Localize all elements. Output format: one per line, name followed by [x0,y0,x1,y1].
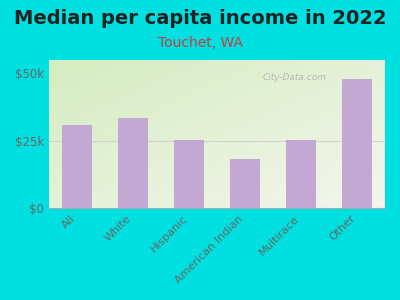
Bar [230,158,260,208]
Bar [342,79,372,208]
Text: City-Data.com: City-Data.com [262,73,326,82]
Bar [174,140,204,208]
Bar [118,118,148,208]
Text: Median per capita income in 2022: Median per capita income in 2022 [14,9,386,28]
Text: Touchet, WA: Touchet, WA [158,36,242,50]
Bar [62,125,92,208]
Bar [286,140,316,208]
